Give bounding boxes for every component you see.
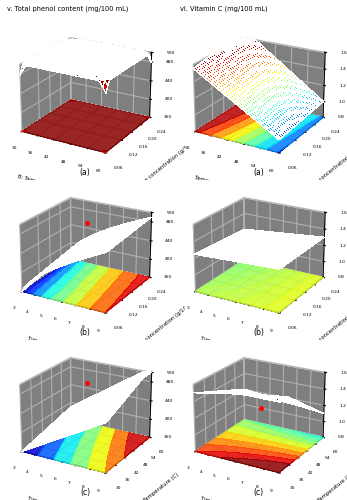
Text: (b): (b) bbox=[79, 328, 91, 337]
Text: (c): (c) bbox=[80, 488, 90, 497]
Y-axis label: Enzyme concentration (g/100g): Enzyme concentration (g/100g) bbox=[301, 140, 347, 196]
X-axis label: Time (hour): Time (hour) bbox=[27, 496, 58, 500]
Y-axis label: Enzyme concentration (g/100g): Enzyme concentration (g/100g) bbox=[301, 300, 347, 356]
Y-axis label: Enzyme concentration (g/100g): Enzyme concentration (g/100g) bbox=[127, 300, 196, 356]
Text: (a): (a) bbox=[80, 168, 90, 177]
X-axis label: Time (hour): Time (hour) bbox=[200, 496, 231, 500]
Text: v. Total phenol content (mg/100 mL): v. Total phenol content (mg/100 mL) bbox=[7, 6, 128, 12]
Text: vi. Vitamin C (mg/100 mL): vi. Vitamin C (mg/100 mL) bbox=[180, 6, 268, 12]
Y-axis label: A: Enzyme concentration (g/100g): A: Enzyme concentration (g/100g) bbox=[125, 138, 198, 198]
Text: (c): (c) bbox=[253, 488, 264, 497]
X-axis label: Time (hour): Time (hour) bbox=[27, 336, 58, 349]
X-axis label: Temperature (C): Temperature (C) bbox=[194, 175, 237, 190]
Y-axis label: Temperature (C): Temperature (C) bbox=[316, 472, 347, 500]
X-axis label: Time (hour): Time (hour) bbox=[200, 336, 231, 349]
Y-axis label: Temperature (C): Temperature (C) bbox=[143, 472, 180, 500]
Text: (a): (a) bbox=[253, 168, 264, 177]
Text: (b): (b) bbox=[253, 328, 264, 337]
X-axis label: B: Temperature (C): B: Temperature (C) bbox=[17, 174, 67, 192]
